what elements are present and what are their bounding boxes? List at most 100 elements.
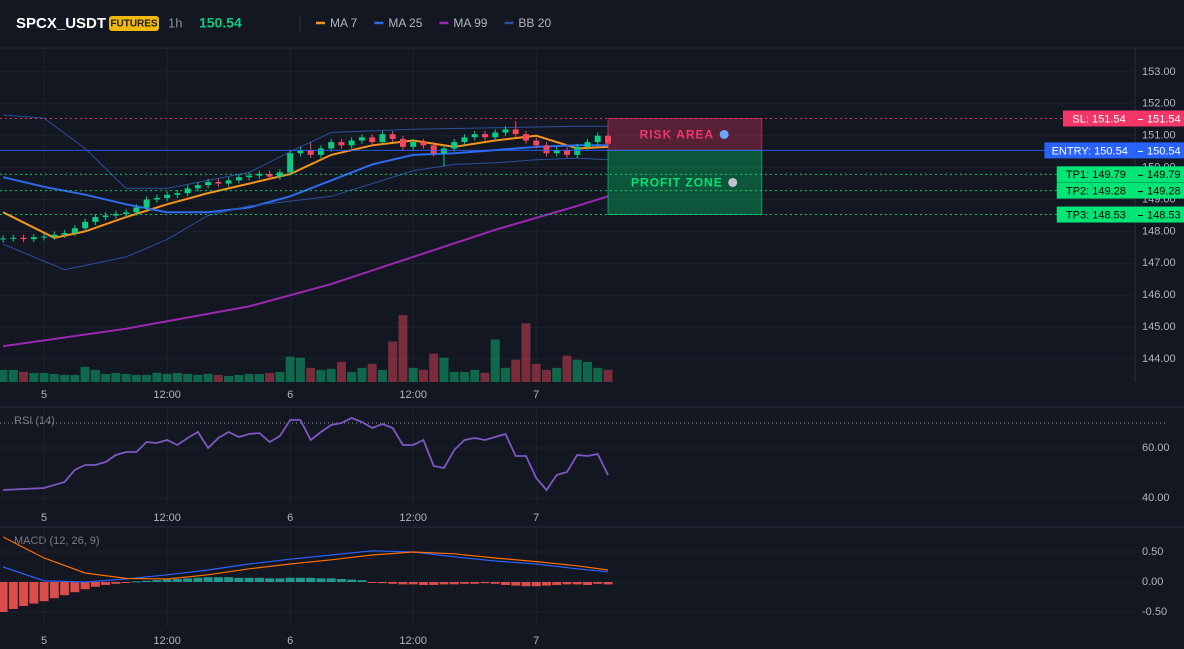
volume-bar bbox=[552, 367, 562, 382]
candle-body bbox=[430, 145, 437, 154]
volume-bar bbox=[80, 366, 90, 382]
candle-body bbox=[399, 138, 406, 147]
histogram-bar bbox=[429, 581, 439, 585]
badge-bg bbox=[109, 16, 159, 31]
histogram-bar bbox=[19, 581, 29, 606]
candle-body bbox=[276, 172, 283, 177]
volume-bar bbox=[275, 371, 285, 382]
volume-bar bbox=[326, 368, 336, 382]
candle-body bbox=[71, 228, 78, 234]
histogram-bar bbox=[244, 577, 254, 582]
candle-body bbox=[594, 135, 601, 143]
candle-body bbox=[215, 181, 222, 184]
volume-bar bbox=[490, 339, 500, 382]
histogram-bar bbox=[470, 581, 480, 584]
histogram-bar bbox=[193, 577, 203, 582]
histogram-bar bbox=[326, 578, 336, 582]
x-tick-label: 6 bbox=[287, 512, 293, 524]
candle-body bbox=[553, 150, 560, 154]
histogram-bar bbox=[265, 578, 275, 582]
volume-bar bbox=[336, 361, 346, 382]
candle-body bbox=[10, 237, 17, 239]
volume-bar bbox=[388, 341, 398, 382]
volume-bar bbox=[8, 369, 18, 382]
histogram-bar bbox=[480, 581, 490, 584]
volume-bar bbox=[439, 357, 449, 382]
level-value: 151.54 bbox=[1147, 113, 1181, 125]
candle-body bbox=[153, 197, 160, 200]
histogram-bar bbox=[500, 581, 510, 585]
candle-body bbox=[205, 181, 212, 186]
pane-title: MACD (12, 26, 9) bbox=[14, 535, 100, 547]
histogram-bar bbox=[152, 580, 162, 582]
y-tick-label: 146.00 bbox=[1142, 289, 1176, 301]
histogram-bar bbox=[562, 581, 572, 585]
volume-bar bbox=[500, 367, 510, 382]
candle-body bbox=[307, 150, 314, 155]
zone-label: PROFIT ZONE bbox=[631, 176, 723, 190]
level-tag bbox=[1056, 182, 1184, 199]
histogram-bar bbox=[121, 581, 131, 583]
volume-bar bbox=[152, 372, 162, 382]
level-value: 150.54 bbox=[1147, 145, 1181, 157]
volume-bar bbox=[60, 374, 70, 382]
volume-bar bbox=[213, 374, 223, 382]
y-tick-label: 0.50 bbox=[1142, 546, 1163, 558]
volume-bar bbox=[90, 369, 100, 382]
volume-bar bbox=[572, 359, 582, 382]
histogram-bar bbox=[511, 581, 521, 586]
histogram-bar bbox=[49, 581, 59, 599]
x-tick-label: 12:00 bbox=[399, 389, 427, 401]
histogram-bar bbox=[101, 581, 111, 585]
x-tick-label: 7 bbox=[533, 635, 539, 647]
candle-body bbox=[522, 134, 529, 141]
candle-body bbox=[0, 238, 7, 240]
volume-bar bbox=[449, 371, 459, 382]
candle-body bbox=[543, 145, 550, 154]
volume-bar bbox=[521, 323, 531, 382]
level-value: 148.53 bbox=[1147, 209, 1181, 221]
histogram-bar bbox=[582, 581, 592, 585]
histogram-bar bbox=[603, 581, 613, 585]
histogram-bar bbox=[418, 581, 428, 585]
y-tick-label: 0.00 bbox=[1142, 576, 1163, 588]
level-label: SL: 151.54 bbox=[1072, 113, 1125, 125]
candle-body bbox=[246, 175, 253, 178]
histogram-bar bbox=[449, 581, 459, 585]
legend-label: MA 99 bbox=[453, 16, 487, 30]
moving-average bbox=[2, 195, 609, 348]
histogram-bar bbox=[531, 581, 541, 587]
histogram-bar bbox=[285, 577, 295, 582]
y-tick-label: 151.00 bbox=[1142, 130, 1176, 142]
histogram-bar bbox=[459, 581, 469, 584]
y-tick-label: 148.00 bbox=[1142, 225, 1176, 237]
candle-body bbox=[287, 153, 294, 173]
legend-label: BB 20 bbox=[518, 16, 551, 30]
histogram-bar bbox=[377, 581, 387, 584]
volume-bar bbox=[398, 315, 408, 382]
candle-body bbox=[20, 237, 27, 240]
candle-body bbox=[348, 140, 355, 146]
histogram-bar bbox=[172, 578, 182, 582]
histogram-bar bbox=[541, 581, 551, 586]
histogram-bar bbox=[552, 581, 562, 585]
candle-body bbox=[256, 174, 263, 176]
candle-body bbox=[184, 188, 191, 194]
zone-icon bbox=[719, 129, 729, 139]
histogram-bar bbox=[306, 577, 316, 582]
candle-body bbox=[133, 207, 140, 213]
volume-bar bbox=[511, 359, 521, 382]
level-label: TP1: 149.79 bbox=[1066, 169, 1126, 181]
histogram-bar bbox=[521, 581, 531, 587]
histogram-bar bbox=[29, 581, 39, 604]
volume-bar bbox=[172, 372, 182, 382]
y-tick-label: 145.00 bbox=[1142, 321, 1176, 333]
candle-body bbox=[102, 215, 109, 218]
histogram-bar bbox=[316, 578, 326, 582]
candle-body bbox=[235, 177, 242, 181]
volume-bar bbox=[316, 369, 326, 382]
candle-body bbox=[481, 134, 488, 138]
x-tick-label: 12:00 bbox=[153, 389, 181, 401]
